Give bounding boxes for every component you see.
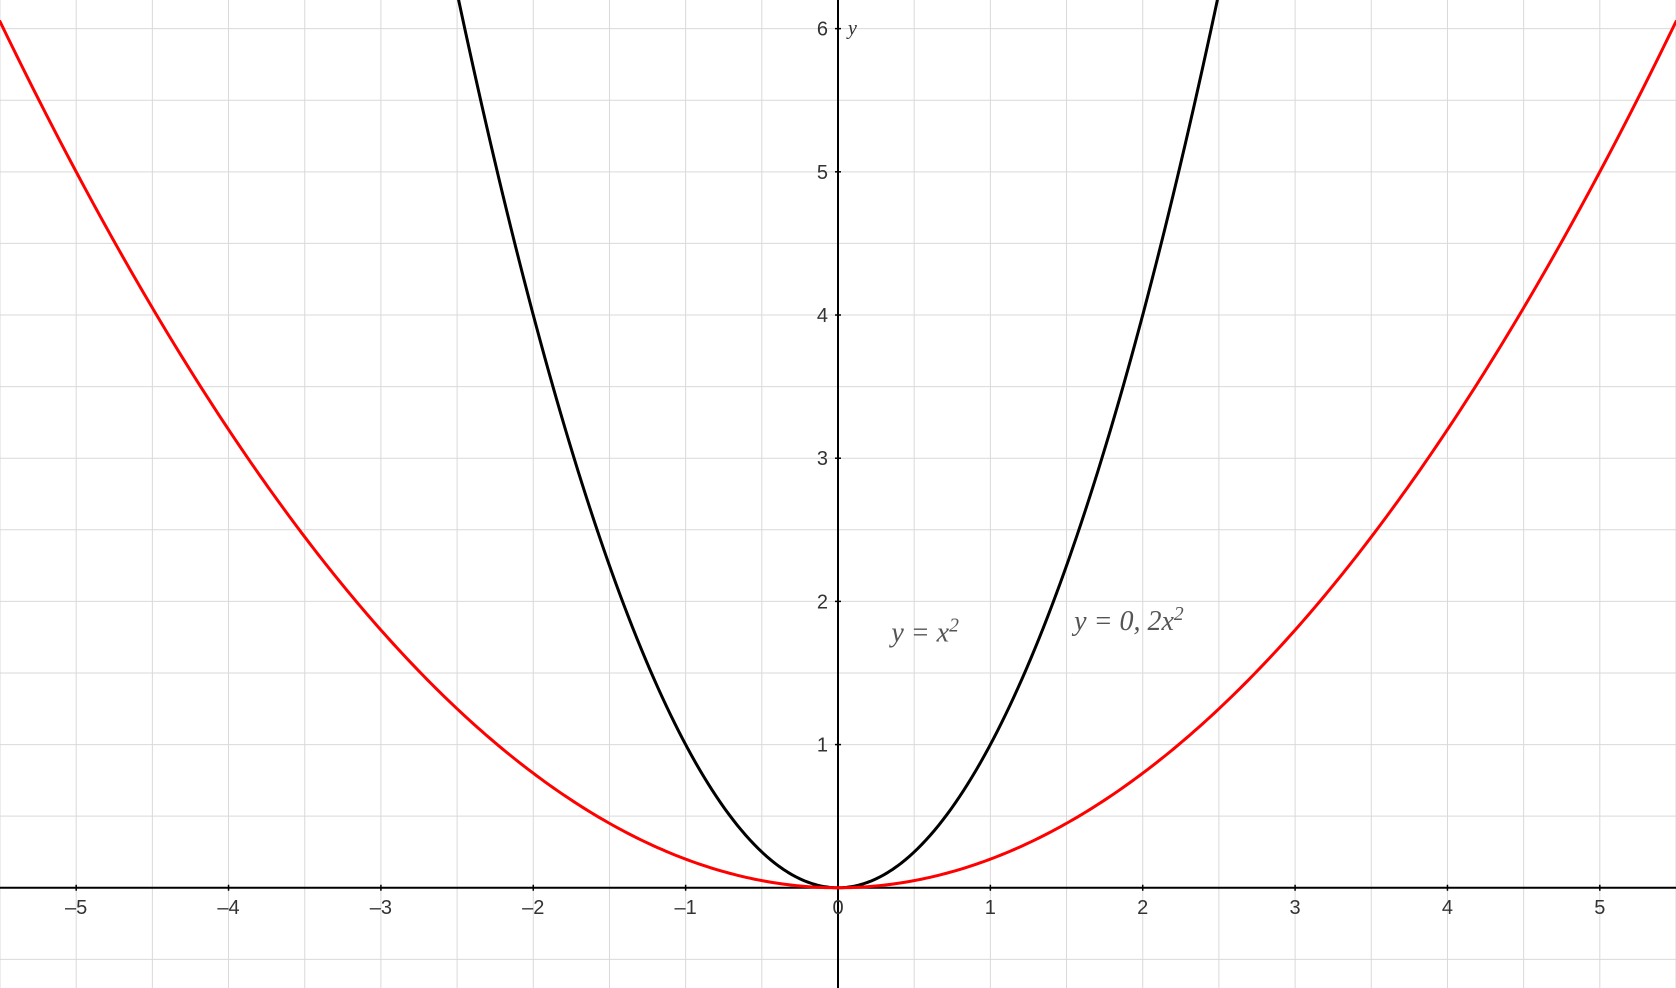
y-axis-label: y xyxy=(846,18,857,40)
x-tick-label: –2 xyxy=(522,897,544,919)
parabola-chart: –5 –4 –3 –2 –1 0 1 2 3 4 5 1 2 3 4 5 6y y = x2 y = 0, 2x2 xyxy=(0,0,1676,988)
x-tick-label: –5 xyxy=(65,897,87,919)
y-tick-label: 3 xyxy=(817,448,828,470)
y-tick-label: 5 xyxy=(817,162,828,184)
y-tick-label: 2 xyxy=(817,591,828,613)
x-tick-label: 1 xyxy=(985,897,996,919)
ticks: –5 –4 –3 –2 –1 0 1 2 3 4 5 1 2 3 4 5 6y xyxy=(65,18,1605,919)
x-tick-label: –1 xyxy=(675,897,697,919)
x-tick-label: 2 xyxy=(1137,897,1148,919)
x-tick-label: –3 xyxy=(370,897,392,919)
y-tick-label: 1 xyxy=(817,735,828,757)
x-tick-label: –4 xyxy=(217,897,239,919)
x-tick-label: 0 xyxy=(832,897,843,919)
x-tick-label: 3 xyxy=(1290,897,1301,919)
function-label: y = x2 xyxy=(888,615,959,649)
y-tick-label: 6 xyxy=(817,19,828,41)
axes xyxy=(0,0,1676,988)
x-tick-label: 5 xyxy=(1594,897,1605,919)
x-tick-label: 4 xyxy=(1442,897,1453,919)
y-tick-label: 4 xyxy=(817,305,828,327)
function-label: y = 0, 2x2 xyxy=(1071,604,1184,638)
